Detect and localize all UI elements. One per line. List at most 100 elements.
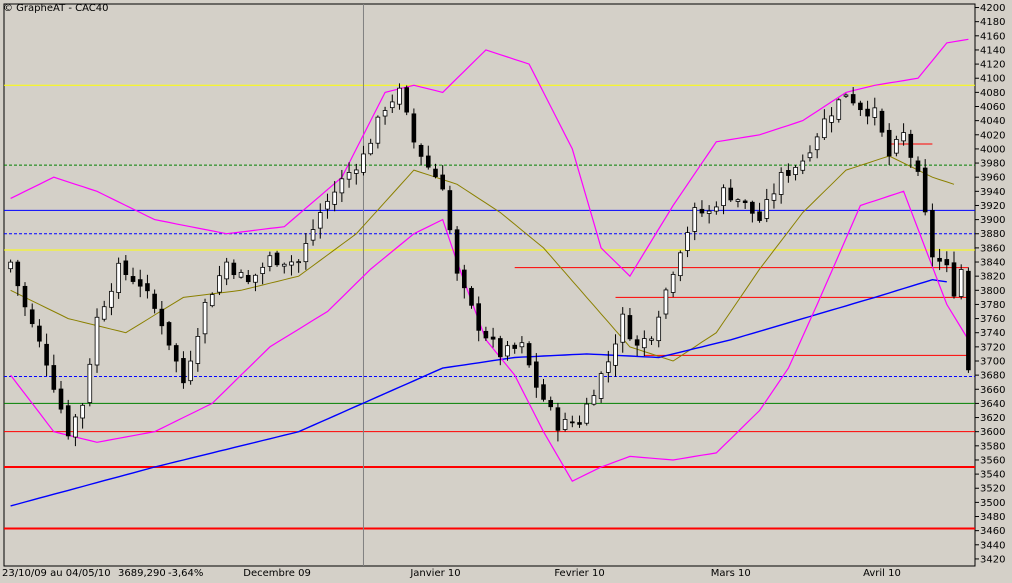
candle-127 — [922, 159, 928, 216]
candle-87 — [634, 335, 640, 356]
candle-133 — [966, 267, 971, 373]
ma100-line — [10, 278, 947, 507]
candle-62 — [454, 226, 460, 281]
candle-126 — [915, 156, 921, 176]
candle-48 — [353, 163, 359, 185]
candle-130 — [944, 251, 950, 273]
candle-120 — [872, 97, 878, 126]
candle-34 — [253, 273, 258, 292]
y-tick-label-4080: 4080 — [980, 88, 1005, 99]
candle-91 — [663, 287, 669, 319]
candle-97 — [706, 205, 712, 224]
month-label-3: Mars 10 — [711, 568, 751, 579]
candle-68 — [498, 335, 503, 366]
candle-9 — [73, 414, 78, 447]
candle-63 — [461, 264, 467, 299]
y-tick-label-3760: 3760 — [980, 314, 1005, 325]
candle-22 — [166, 321, 172, 351]
indicator-lines — [10, 38, 969, 507]
y-tick-label-3600: 3600 — [980, 427, 1005, 438]
candle-69 — [505, 340, 510, 361]
candle-5 — [44, 333, 49, 377]
y-tick-label-3700: 3700 — [980, 356, 1005, 367]
chart-title: © GrapheAT - CAC40 — [3, 3, 109, 14]
candle-78 — [570, 415, 575, 428]
candle-105 — [764, 188, 770, 223]
candle-16 — [123, 255, 129, 281]
candle-125 — [908, 129, 914, 168]
candle-35 — [260, 262, 265, 285]
candle-98 — [714, 201, 719, 215]
candle-66 — [483, 326, 489, 341]
month-label-2: Fevrier 10 — [554, 568, 604, 579]
candle-36 — [267, 251, 273, 272]
y-tick-label-4060: 4060 — [980, 102, 1005, 113]
y-tick-label-4020: 4020 — [980, 130, 1005, 141]
candle-2 — [22, 282, 28, 316]
candle-71 — [519, 336, 525, 354]
y-axis: 3420 3440 3460 3480 3500 3520 3540 3560 3580 3600… — [975, 3, 1005, 565]
candle-42 — [310, 219, 316, 246]
candle-60 — [440, 165, 445, 191]
y-tick-label-3580: 3580 — [980, 441, 1005, 452]
candle-51 — [375, 115, 381, 149]
candle-46 — [339, 169, 345, 203]
candle-39 — [289, 255, 294, 276]
candle-83 — [606, 350, 611, 383]
candle-41 — [303, 233, 309, 270]
bollinger-lower — [10, 190, 969, 482]
candle-4 — [37, 319, 42, 348]
plot-frame — [3, 3, 976, 567]
y-tick-label-3820: 3820 — [980, 272, 1005, 283]
candle-101 — [735, 198, 741, 208]
candle-99 — [721, 184, 726, 215]
y-tick-label-4160: 4160 — [980, 31, 1005, 42]
y-tick-label-3960: 3960 — [980, 173, 1005, 184]
candle-25 — [188, 350, 193, 385]
candle-50 — [368, 138, 373, 156]
y-tick-label-3640: 3640 — [980, 399, 1005, 410]
y-tick-label-3900: 3900 — [980, 215, 1005, 226]
month-label-0: Decembre 09 — [243, 568, 311, 579]
month-label-4: Avril 10 — [863, 568, 901, 579]
candle-86 — [627, 307, 633, 341]
candle-118 — [858, 100, 863, 116]
candle-75 — [548, 396, 554, 411]
ma20-line — [10, 155, 955, 362]
candle-89 — [649, 336, 654, 346]
candle-104 — [757, 202, 762, 223]
candle-93 — [678, 250, 683, 282]
candle-79 — [577, 415, 582, 428]
candle-1 — [15, 259, 21, 296]
candle-73 — [534, 353, 539, 398]
candle-49 — [361, 145, 366, 176]
candle-103 — [750, 200, 755, 223]
candle-84 — [613, 334, 618, 377]
candle-65 — [476, 296, 481, 342]
candle-3 — [29, 303, 35, 328]
candle-58 — [425, 145, 431, 170]
candle-8 — [65, 399, 71, 440]
status-footer: 23/10/09 au 04/05/10 3689,290 -3,64% — [2, 568, 203, 579]
y-tick-label-3540: 3540 — [980, 470, 1005, 481]
y-tick-label-3780: 3780 — [980, 300, 1005, 311]
y-tick-label-3560: 3560 — [980, 455, 1005, 466]
candle-19 — [145, 274, 150, 299]
candles — [8, 83, 971, 447]
candle-90 — [656, 310, 662, 348]
candle-94 — [685, 226, 690, 258]
candle-117 — [850, 87, 856, 106]
candle-40 — [296, 259, 301, 273]
candle-107 — [778, 167, 784, 204]
candle-82 — [598, 371, 604, 403]
y-tick-label-3840: 3840 — [980, 258, 1005, 269]
candle-129 — [937, 248, 942, 271]
candle-45 — [332, 181, 337, 212]
candle-7 — [58, 380, 64, 414]
candle-114 — [829, 107, 834, 133]
candle-18 — [137, 269, 143, 298]
candle-24 — [181, 351, 186, 389]
candle-0 — [8, 259, 13, 273]
y-tick-label-3420: 3420 — [980, 554, 1005, 565]
candle-17 — [130, 267, 136, 285]
